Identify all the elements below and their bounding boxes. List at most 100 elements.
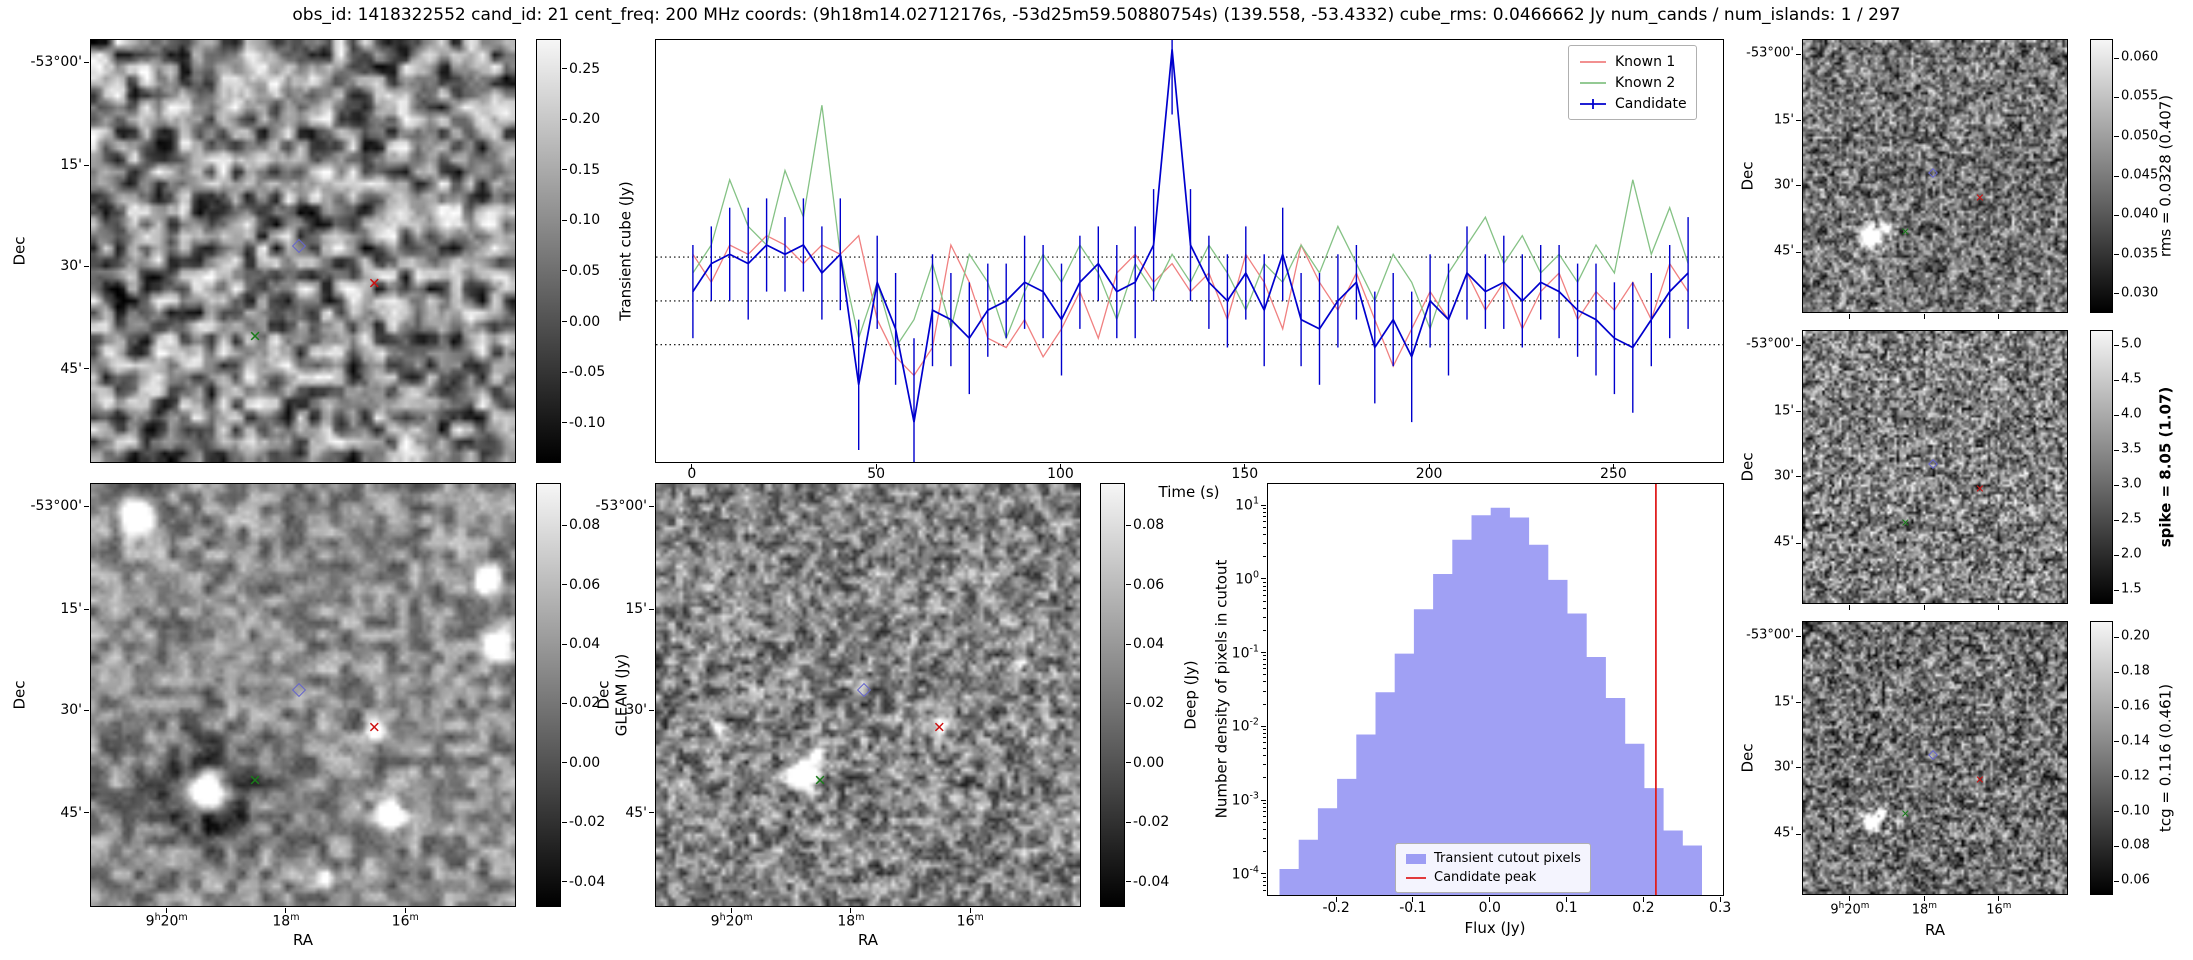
density-tick-label: 101 — [1235, 495, 1259, 514]
flux-tick-label: -0.2 — [1322, 900, 1350, 916]
tick-mark — [2114, 554, 2119, 556]
tick-mark — [285, 908, 287, 913]
dec-tick-label: 45' — [60, 804, 82, 821]
tick-mark — [84, 368, 89, 370]
deep-sky-image — [656, 484, 1080, 906]
tick-mark — [1998, 605, 2000, 610]
rms-sky-image — [1803, 40, 2067, 312]
tick-mark — [1263, 802, 1266, 804]
tick-mark — [1849, 605, 1851, 610]
tick-mark — [1244, 464, 1246, 469]
tick-mark — [562, 169, 567, 171]
tick-mark — [1263, 600, 1266, 602]
ra-axis-label: RA — [292, 931, 314, 949]
tick-mark — [731, 908, 733, 913]
tick-mark — [649, 709, 654, 711]
tick-mark — [1263, 668, 1266, 670]
colorbar-tick-label: 0.20 — [2121, 628, 2150, 644]
tick-mark — [1796, 635, 1801, 637]
tick-mark — [1263, 880, 1266, 882]
tick-mark — [2114, 519, 2119, 521]
flux-tick-label: 0.3 — [1709, 900, 1732, 916]
deep-cutout-panel: ✕ ✕ — [655, 483, 1081, 907]
colorbar-tick-label: 0.06 — [569, 576, 601, 593]
colorbar-tick-label: 0.030 — [2121, 285, 2159, 301]
colorbar-tick-label: 0.00 — [569, 313, 601, 330]
lightcurve-panel — [655, 39, 1724, 463]
colorbar-tick-label: 0.02 — [569, 695, 601, 712]
lightcurve-legend: Known 1 Known 2 Candidate — [1568, 45, 1697, 120]
dec-tick-label: 45' — [625, 804, 647, 821]
known1-position-marker-icon: ✕ — [1975, 482, 1985, 496]
tick-mark — [562, 762, 567, 764]
known2-position-marker-icon: ✕ — [1900, 807, 1911, 821]
tick-mark — [1796, 542, 1801, 544]
density-tick-label: 10-4 — [1231, 864, 1259, 883]
known2-position-marker-icon: ✕ — [1900, 516, 1911, 530]
colorbar-tick-label: -0.02 — [569, 814, 606, 831]
tick-mark — [84, 709, 89, 711]
tick-mark — [1263, 815, 1266, 817]
time-tick-label: 0 — [687, 466, 697, 482]
legend-line-swatch — [1580, 81, 1606, 84]
tick-mark — [2114, 589, 2119, 591]
tick-mark — [1263, 777, 1266, 779]
tick-mark — [1428, 464, 1430, 469]
tick-mark — [875, 464, 877, 469]
time-tick-label: 100 — [1047, 466, 1074, 482]
tick-mark — [1998, 314, 2000, 319]
tick-mark — [1263, 742, 1266, 744]
colorbar-tick-label: 3.5 — [2121, 441, 2142, 457]
tick-mark — [969, 908, 971, 913]
tick-mark — [1263, 607, 1266, 609]
tick-mark — [2114, 671, 2119, 673]
tick-mark — [2114, 706, 2119, 708]
tick-mark — [1263, 681, 1266, 683]
tick-mark — [84, 608, 89, 610]
colorbar-tick-label: 0.02 — [1133, 695, 1165, 712]
tick-mark — [649, 812, 654, 814]
tick-mark — [562, 643, 567, 645]
legend-fill-swatch — [1406, 853, 1426, 864]
legend-item: Known 2 — [1578, 72, 1687, 93]
tick-mark — [84, 164, 89, 166]
tick-mark — [2114, 57, 2119, 59]
known2-position-marker-icon: ✕ — [248, 327, 262, 346]
spike-sky-image — [1803, 331, 2067, 603]
known1-position-marker-icon: ✕ — [367, 274, 381, 293]
tick-mark — [1263, 674, 1266, 676]
candidate-line — [692, 49, 1689, 423]
dec-tick-label: 15' — [60, 157, 82, 174]
dec-tick-label: 45' — [1773, 243, 1794, 259]
tick-mark — [1263, 828, 1266, 830]
known1-position-marker-icon: ✕ — [1975, 773, 1985, 787]
tick-mark — [1489, 897, 1491, 902]
tick-mark — [1261, 725, 1266, 727]
ra-tick-label: 18m — [272, 912, 300, 930]
gleam-colorbar-label: GLEAM (Jy) — [612, 653, 631, 737]
colorbar-tick-label: 0.10 — [2121, 803, 2150, 819]
tick-mark — [1642, 897, 1644, 902]
tick-mark — [691, 464, 693, 469]
tick-mark — [1261, 504, 1266, 506]
colorbar-tick-label: 0.055 — [2121, 88, 2159, 104]
tick-mark — [562, 371, 567, 373]
tick-mark — [649, 505, 654, 507]
rms-colorbar-label: rms = 0.0328 (0.407) — [2156, 94, 2175, 258]
colorbar-tick-label: 0.06 — [2121, 872, 2150, 888]
tick-mark — [1263, 520, 1266, 522]
dec-tick-label: 15' — [1773, 694, 1794, 710]
colorbar-tick-label: 0.00 — [1133, 754, 1165, 771]
tick-mark — [1126, 881, 1131, 883]
colorbar-tick-label: 0.050 — [2121, 128, 2159, 144]
colorbar-tick-label: 0.12 — [2121, 768, 2150, 784]
gleam-colorbar — [536, 483, 561, 907]
ra-tick-label: 9h20m — [1830, 901, 1870, 918]
colorbar-tick-label: -0.05 — [569, 364, 606, 381]
legend-label: Known 1 — [1615, 53, 1676, 70]
dec-tick-label: -53°00' — [1746, 45, 1794, 61]
colorbar-tick-label: -0.10 — [569, 414, 606, 431]
ra-tick-label: 18m — [1911, 901, 1937, 918]
colorbar-tick-label: 1.5 — [2121, 581, 2142, 597]
tick-mark — [1263, 556, 1266, 558]
